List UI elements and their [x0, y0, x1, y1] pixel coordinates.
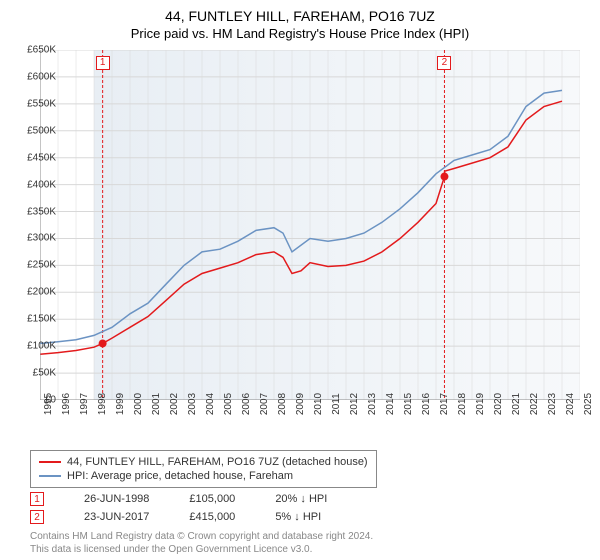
- xtick-label: 2008: [277, 393, 288, 415]
- xtick-label: 2015: [403, 393, 414, 415]
- ytick-label: £550K: [27, 98, 56, 109]
- marker-date-0: 26-JUN-1998: [84, 493, 149, 505]
- ytick-label: £450K: [27, 152, 56, 163]
- markers-table: 1 26-JUN-1998 £105,000 20% ↓ HPI 2 23-JU…: [30, 490, 327, 526]
- xtick-label: 2005: [223, 393, 234, 415]
- credits: Contains HM Land Registry data © Crown c…: [30, 530, 373, 556]
- xtick-label: 2000: [133, 393, 144, 415]
- ytick-label: £400K: [27, 179, 56, 190]
- ytick-label: £200K: [27, 287, 56, 298]
- xtick-label: 2025: [583, 393, 594, 415]
- legend-item-1: HPI: Average price, detached house, Fare…: [39, 469, 368, 483]
- xtick-label: 2011: [331, 393, 342, 415]
- xtick-label: 2002: [169, 393, 180, 415]
- marker-pct-1: 5% ↓ HPI: [275, 511, 321, 523]
- marker-row-1: 2 23-JUN-2017 £415,000 5% ↓ HPI: [30, 508, 327, 526]
- xtick-label: 2017: [439, 393, 450, 415]
- xtick-label: 2013: [367, 393, 378, 415]
- credits-line1: Contains HM Land Registry data © Crown c…: [30, 530, 373, 543]
- legend-text-0: 44, FUNTLEY HILL, FAREHAM, PO16 7UZ (det…: [67, 456, 368, 468]
- chart-area: [40, 50, 580, 400]
- ytick-label: £300K: [27, 233, 56, 244]
- xtick-label: 1997: [79, 393, 90, 415]
- ytick-label: £650K: [27, 45, 56, 56]
- marker-row-0: 1 26-JUN-1998 £105,000 20% ↓ HPI: [30, 490, 327, 508]
- marker-badge: 1: [96, 56, 110, 70]
- marker-price-1: £415,000: [189, 511, 235, 523]
- xtick-label: 2018: [457, 393, 468, 415]
- ytick-label: £250K: [27, 260, 56, 271]
- xtick-label: 2003: [187, 393, 198, 415]
- xtick-label: 2010: [313, 393, 324, 415]
- legend-item-0: 44, FUNTLEY HILL, FAREHAM, PO16 7UZ (det…: [39, 455, 368, 469]
- ytick-label: £50K: [33, 368, 56, 379]
- xtick-label: 2004: [205, 393, 216, 415]
- ytick-label: £350K: [27, 206, 56, 217]
- ytick-label: £600K: [27, 71, 56, 82]
- xtick-label: 2024: [565, 393, 576, 415]
- xtick-label: 2016: [421, 393, 432, 415]
- title-block: 44, FUNTLEY HILL, FAREHAM, PO16 7UZ Pric…: [0, 0, 600, 45]
- ytick-label: £150K: [27, 314, 56, 325]
- xtick-label: 1995: [43, 393, 54, 415]
- ytick-label: £500K: [27, 125, 56, 136]
- chart-container: 44, FUNTLEY HILL, FAREHAM, PO16 7UZ Pric…: [0, 0, 600, 560]
- xtick-label: 2020: [493, 393, 504, 415]
- legend-text-1: HPI: Average price, detached house, Fare…: [67, 470, 293, 482]
- xtick-label: 2023: [547, 393, 558, 415]
- credits-line2: This data is licensed under the Open Gov…: [30, 543, 373, 556]
- legend: 44, FUNTLEY HILL, FAREHAM, PO16 7UZ (det…: [30, 450, 377, 488]
- ytick-label: £100K: [27, 341, 56, 352]
- marker-chip-1: 2: [30, 510, 44, 524]
- xtick-label: 2007: [259, 393, 270, 415]
- legend-swatch-1: [39, 475, 61, 477]
- marker-badge: 2: [437, 56, 451, 70]
- xtick-label: 2006: [241, 393, 252, 415]
- xtick-label: 2021: [511, 393, 522, 415]
- xtick-label: 2009: [295, 393, 306, 415]
- chart-svg: [40, 50, 580, 400]
- xtick-label: 2019: [475, 393, 486, 415]
- xtick-label: 1998: [97, 393, 108, 415]
- legend-swatch-0: [39, 461, 61, 463]
- xtick-label: 2012: [349, 393, 360, 415]
- xtick-label: 1996: [61, 393, 72, 415]
- marker-price-0: £105,000: [189, 493, 235, 505]
- title-sub: Price paid vs. HM Land Registry's House …: [0, 26, 600, 41]
- xtick-label: 2014: [385, 393, 396, 415]
- marker-pct-0: 20% ↓ HPI: [275, 493, 327, 505]
- xtick-label: 2022: [529, 393, 540, 415]
- title-main: 44, FUNTLEY HILL, FAREHAM, PO16 7UZ: [0, 8, 600, 24]
- marker-chip-0: 1: [30, 492, 44, 506]
- marker-date-1: 23-JUN-2017: [84, 511, 149, 523]
- xtick-label: 2001: [151, 393, 162, 415]
- xtick-label: 1999: [115, 393, 126, 415]
